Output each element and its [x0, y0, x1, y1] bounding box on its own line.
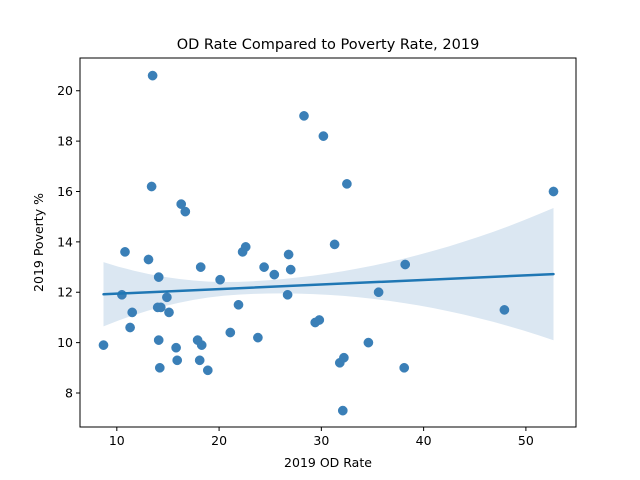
x-tick-label: 10 — [109, 433, 125, 448]
data-point — [299, 111, 309, 121]
data-point — [283, 249, 294, 260]
y-tick-label: 14 — [57, 234, 73, 249]
data-point — [337, 405, 348, 416]
data-point — [329, 239, 340, 250]
data-point — [240, 242, 251, 252]
data-point — [318, 131, 329, 141]
y-tick-label: 10 — [57, 335, 73, 350]
data-point — [363, 337, 374, 348]
data-point — [127, 307, 138, 318]
data-point — [153, 335, 164, 345]
confidence-band — [103, 208, 554, 341]
data-point — [253, 332, 263, 343]
data-point — [147, 70, 158, 81]
data-point — [342, 179, 352, 189]
plot-area — [98, 70, 559, 416]
data-point — [373, 287, 384, 298]
data-point — [195, 262, 206, 272]
data-point — [400, 259, 411, 270]
data-point — [153, 272, 164, 282]
x-tick-label: 50 — [518, 433, 534, 448]
x-tick-label: 20 — [211, 433, 227, 448]
axes: 10 20 30 40 50 8 10 12 14 16 18 20 — [57, 83, 534, 448]
data-point — [499, 305, 510, 315]
data-point — [339, 352, 349, 363]
x-tick-label: 40 — [416, 433, 432, 448]
data-point — [259, 262, 269, 272]
data-point — [202, 365, 213, 376]
y-tick-label: 20 — [57, 83, 73, 98]
data-point — [98, 340, 109, 350]
data-point — [176, 199, 187, 209]
y-tick-label: 18 — [57, 134, 73, 149]
regression-line — [102, 272, 555, 296]
data-point — [269, 269, 280, 280]
data-point — [194, 355, 205, 366]
y-tick-label: 12 — [57, 285, 73, 300]
plot-frame — [79, 57, 577, 428]
data-point — [164, 307, 174, 318]
data-point — [125, 322, 135, 333]
data-point — [196, 340, 207, 350]
y-tick-label: 8 — [65, 385, 73, 400]
data-point — [172, 355, 183, 366]
data-point — [399, 362, 410, 373]
y-tick-label: 16 — [57, 184, 73, 199]
data-point — [233, 299, 244, 310]
data-point — [225, 327, 236, 338]
data-point — [162, 292, 172, 303]
data-point — [146, 181, 157, 192]
data-point — [171, 342, 181, 353]
data-point — [548, 186, 559, 197]
data-point — [215, 274, 225, 285]
x-axis-label: 2019 OD Rate — [284, 455, 372, 470]
data-point — [285, 264, 296, 275]
data-point — [120, 247, 130, 257]
y-axis-label: 2019 Poverty % — [31, 193, 46, 292]
data-point — [282, 289, 293, 300]
data-point — [155, 302, 166, 313]
x-tick-label: 30 — [313, 433, 329, 448]
data-point — [314, 315, 325, 325]
data-point — [154, 362, 165, 373]
data-point — [180, 206, 191, 217]
data-point — [143, 254, 154, 265]
chart-title: OD Rate Compared to Poverty Rate, 2019 — [177, 37, 480, 53]
